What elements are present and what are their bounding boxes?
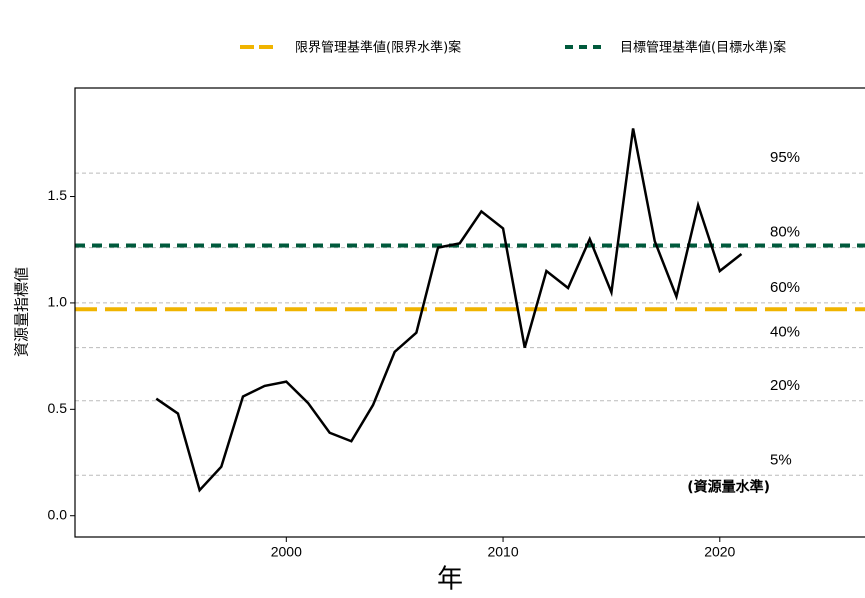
level-label: 5%	[770, 451, 792, 468]
level-label: 80%	[770, 224, 800, 241]
y-tick-label: 1.0	[48, 294, 68, 310]
x-tick-label: 2000	[271, 544, 302, 560]
level-label: 60%	[770, 279, 800, 296]
data-line	[155, 128, 743, 493]
y-axis-label: 資源量指標値	[13, 267, 31, 357]
plot-frame	[74, 87, 865, 538]
y-tick-label: 0.5	[48, 400, 68, 416]
level-label: 40%	[770, 324, 800, 341]
x-axis-label: 年	[437, 565, 463, 595]
x-tick-label: 2010	[487, 544, 518, 560]
y-tick-label: 0.0	[48, 506, 68, 522]
legend-label: 目標管理基準値(目標水準)案	[620, 40, 786, 56]
x-tick-label: 2020	[704, 544, 735, 560]
legend-label: 限界管理基準値(限界水準)案	[295, 40, 461, 56]
level-label: 20%	[770, 377, 800, 394]
level-label: 95%	[770, 149, 800, 166]
level-annotation: (資源量水準)	[687, 478, 770, 495]
y-tick-label: 1.5	[48, 187, 68, 203]
